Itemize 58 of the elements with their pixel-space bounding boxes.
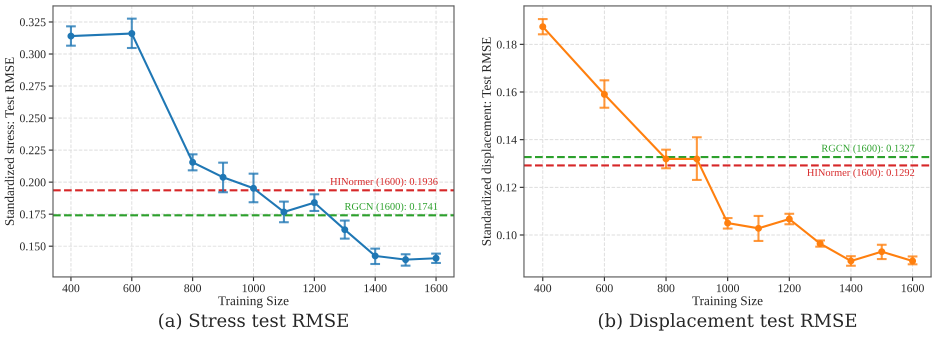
x-tick-label: 1400 bbox=[364, 284, 387, 292]
ref-line-label: RGCN (1600): 0.1327 bbox=[822, 144, 914, 154]
point bbox=[341, 226, 348, 234]
point bbox=[310, 199, 318, 206]
y-axis-title: Standardized displacement: Test RMSE bbox=[482, 37, 494, 246]
y-tick-label: 0.200 bbox=[20, 178, 46, 186]
x-tick-label: 1000 bbox=[716, 284, 740, 292]
point bbox=[786, 216, 793, 222]
point bbox=[372, 252, 379, 260]
point bbox=[724, 220, 732, 227]
point bbox=[847, 258, 854, 264]
y-tick-label: 0.250 bbox=[20, 114, 46, 122]
point bbox=[600, 90, 608, 98]
y-tick-label: 0.225 bbox=[20, 146, 46, 154]
x-tick-label: 1000 bbox=[242, 284, 265, 292]
point bbox=[693, 155, 700, 162]
point bbox=[189, 158, 196, 166]
x-tick-label: 800 bbox=[658, 284, 674, 292]
point bbox=[250, 184, 257, 192]
y-tick-label: 0.12 bbox=[496, 184, 516, 192]
x-tick-label: 400 bbox=[534, 284, 552, 292]
point bbox=[662, 155, 670, 162]
point bbox=[128, 30, 136, 37]
x-tick-label: 1200 bbox=[304, 284, 326, 292]
ref-line-label: RGCN (1600): 0.1741 bbox=[344, 202, 438, 212]
y-tick-label: 0.14 bbox=[496, 136, 517, 144]
x-tick-label: 1400 bbox=[840, 284, 862, 292]
x-axis-title: Training Size bbox=[692, 296, 763, 308]
y-axis-title: Standardized stress: Test RMSE bbox=[4, 57, 14, 226]
point bbox=[432, 254, 440, 262]
x-tick-label: 800 bbox=[184, 284, 202, 292]
y-tick-label: 0.150 bbox=[20, 242, 46, 250]
point bbox=[878, 248, 886, 256]
y-tick-label: 0.275 bbox=[20, 82, 46, 90]
x-tick-label: 600 bbox=[596, 284, 613, 292]
point bbox=[220, 174, 227, 181]
x-tick-label: 400 bbox=[62, 284, 80, 292]
x-axis-title: Training Size bbox=[218, 296, 289, 308]
text: (b) Displacement test RMSE bbox=[598, 313, 856, 331]
y-tick-label: 0.10 bbox=[496, 231, 517, 240]
x-tick-label: 600 bbox=[123, 284, 140, 292]
x-tick-label: 1200 bbox=[778, 284, 801, 292]
y-tick-label: 0.18 bbox=[496, 40, 517, 49]
ref-line-label: HINormer (1600): 0.1292 bbox=[807, 168, 914, 178]
x-tick-label: 1600 bbox=[425, 284, 448, 292]
y-tick-label: 0.300 bbox=[20, 50, 46, 58]
point bbox=[755, 224, 762, 232]
ref-line-label: HINormer (1600): 0.1936 bbox=[330, 178, 438, 188]
point bbox=[280, 208, 288, 216]
y-tick-label: 0.16 bbox=[496, 88, 517, 96]
y-tick-label: 0.325 bbox=[20, 18, 46, 26]
point bbox=[816, 240, 824, 248]
text: (a) Stress test RMSE bbox=[159, 313, 348, 330]
point bbox=[402, 256, 410, 264]
y-tick-label: 0.175 bbox=[20, 210, 46, 218]
point bbox=[539, 23, 546, 30]
x-tick-label: 1600 bbox=[902, 284, 924, 292]
point bbox=[67, 32, 74, 40]
